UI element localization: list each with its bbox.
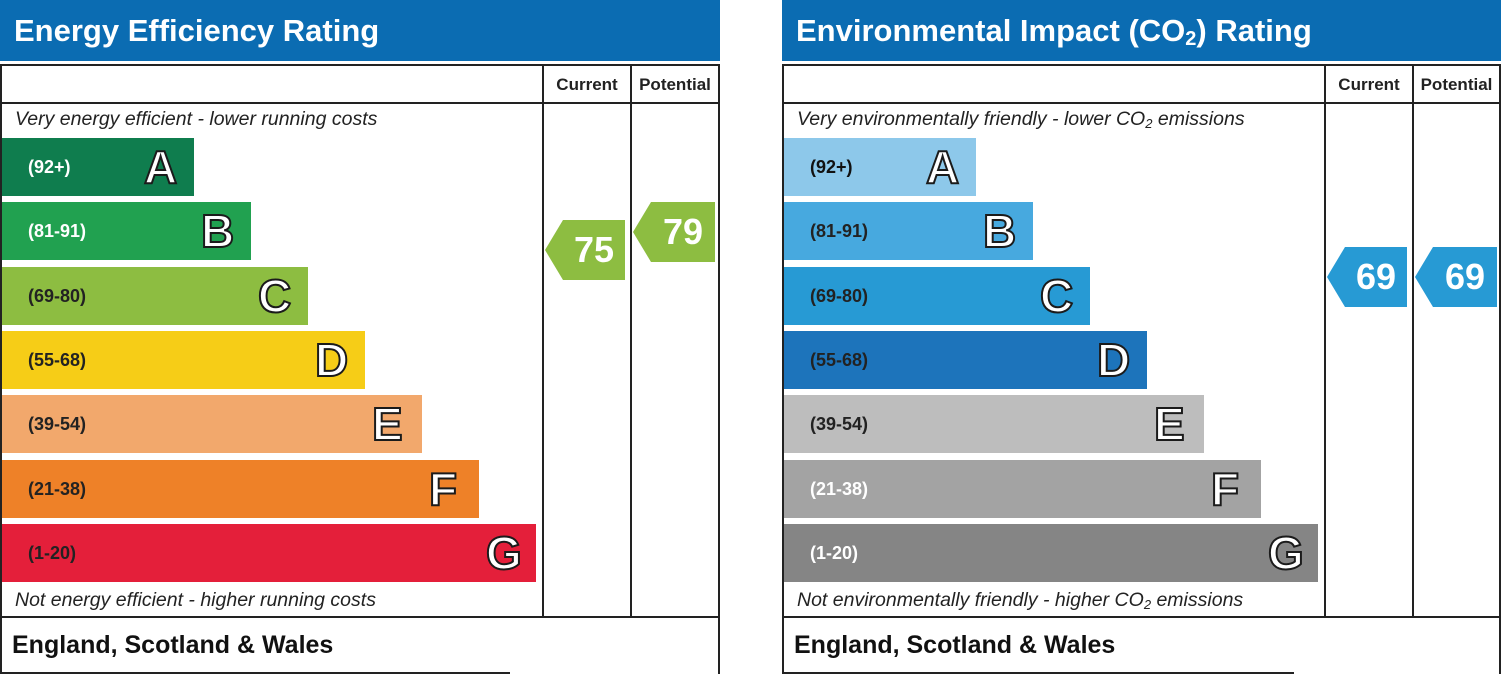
current-rating-arrow: 75 bbox=[545, 220, 625, 281]
band-letter: F bbox=[428, 462, 458, 516]
band-letter: B bbox=[982, 204, 1017, 258]
band-range: (1-20) bbox=[28, 542, 77, 563]
region-label: England, Scotland & Wales bbox=[794, 631, 1116, 659]
band-letter: G bbox=[485, 526, 523, 580]
band-range: (21-38) bbox=[28, 478, 87, 499]
band-letter: D bbox=[314, 333, 349, 387]
panel-title: Environmental Impact (CO2) Rating bbox=[782, 0, 1501, 61]
energy-efficiency-panel: Energy Efficiency Rating Current Potenti… bbox=[0, 0, 720, 675]
band-range: (39-54) bbox=[28, 414, 87, 435]
footer-right-rule bbox=[718, 618, 720, 674]
band-letter: D bbox=[1096, 333, 1131, 387]
band-g: (1-20) G bbox=[2, 523, 536, 582]
band-range: (55-68) bbox=[810, 349, 869, 370]
current-rating-arrow: 69 bbox=[1327, 246, 1407, 307]
header-rule bbox=[2, 102, 718, 104]
band-letter: C bbox=[1039, 269, 1074, 323]
potential-column-divider bbox=[1412, 66, 1414, 616]
band-f: (21-38) F bbox=[2, 459, 479, 518]
panel-title: Energy Efficiency Rating bbox=[0, 0, 720, 61]
band-range: (1-20) bbox=[810, 542, 859, 563]
rating-frame: Current Potential Very environmentally f… bbox=[782, 64, 1501, 618]
potential-rating-arrow-fill bbox=[1415, 246, 1497, 307]
band-f: (21-38) F bbox=[784, 459, 1261, 518]
band-range: (39-54) bbox=[810, 414, 869, 435]
band-letter: E bbox=[371, 397, 404, 451]
region-label: England, Scotland & Wales bbox=[12, 631, 334, 659]
band-range: (21-38) bbox=[810, 478, 869, 499]
potential-rating-arrow: 69 bbox=[1415, 246, 1497, 307]
band-range: (92+) bbox=[28, 157, 71, 177]
band-d: (55-68) D bbox=[784, 330, 1147, 389]
band-d: (55-68) D bbox=[2, 330, 365, 389]
top-note: Very energy efficient - lower running co… bbox=[15, 108, 378, 130]
potential-rating-arrow-value: 69 bbox=[1444, 255, 1486, 297]
band-e: (39-54) E bbox=[2, 395, 422, 454]
potential-rating-arrow-shape bbox=[633, 202, 715, 263]
current-column-divider bbox=[542, 66, 544, 616]
environmental-impact-panel: Environmental Impact (CO2) Rating Curren… bbox=[782, 0, 1501, 675]
band-letter: B bbox=[200, 204, 235, 258]
current-rating-arrow-fill bbox=[1327, 246, 1407, 307]
band-range: (69-80) bbox=[28, 285, 87, 306]
potential-rating-arrow-shape bbox=[1415, 246, 1497, 307]
band-b: (81-91) B bbox=[2, 202, 251, 261]
current-rating-arrow-shape bbox=[545, 220, 625, 281]
current-rating-arrow-fill bbox=[545, 220, 625, 281]
band-range: (69-80) bbox=[810, 285, 869, 306]
band-range: (81-91) bbox=[810, 221, 869, 242]
region-footer: England, Scotland & Wales bbox=[0, 618, 510, 674]
band-letter: E bbox=[1153, 397, 1186, 451]
current-rating-arrow-value: 75 bbox=[573, 229, 615, 271]
band-range: (92+) bbox=[810, 157, 853, 177]
band-c: (69-80) C bbox=[2, 266, 308, 325]
band-g: (1-20) G bbox=[784, 523, 1318, 582]
bottom-note: Not energy efficient - higher running co… bbox=[15, 589, 376, 611]
region-footer: England, Scotland & Wales bbox=[782, 618, 1294, 674]
band-letter: G bbox=[1267, 526, 1305, 580]
potential-column-header: Potential bbox=[639, 75, 711, 94]
potential-column-divider bbox=[630, 66, 632, 616]
current-rating-arrow-value: 69 bbox=[1355, 255, 1397, 297]
current-column-divider bbox=[1324, 66, 1326, 616]
band-a: (92+) A bbox=[784, 138, 976, 196]
band-e: (39-54) E bbox=[784, 395, 1204, 454]
header-rule bbox=[784, 102, 1499, 104]
band-letter: A bbox=[925, 140, 960, 194]
band-letter: F bbox=[1210, 462, 1240, 516]
bottom-note: Not environmentally friendly - higher CO… bbox=[797, 589, 1244, 612]
current-column-header: Current bbox=[1338, 75, 1400, 94]
potential-rating-arrow: 79 bbox=[633, 202, 715, 263]
footer-right-rule bbox=[1499, 618, 1501, 674]
band-range: (81-91) bbox=[28, 221, 87, 242]
band-a: (92+) A bbox=[2, 138, 194, 196]
current-column-header: Current bbox=[556, 75, 618, 94]
band-range: (55-68) bbox=[28, 349, 87, 370]
band-letter: C bbox=[257, 269, 292, 323]
potential-rating-arrow-value: 79 bbox=[662, 211, 704, 253]
band-b: (81-91) B bbox=[784, 202, 1033, 261]
potential-column-header: Potential bbox=[1420, 75, 1493, 94]
rating-frame: Current Potential Very energy efficient … bbox=[0, 64, 720, 618]
band-c: (69-80) C bbox=[784, 266, 1090, 325]
current-rating-arrow-shape bbox=[1327, 246, 1407, 307]
potential-rating-arrow-fill bbox=[633, 202, 715, 263]
band-letter: A bbox=[143, 140, 178, 194]
top-note: Very environmentally friendly - lower CO… bbox=[797, 108, 1245, 131]
